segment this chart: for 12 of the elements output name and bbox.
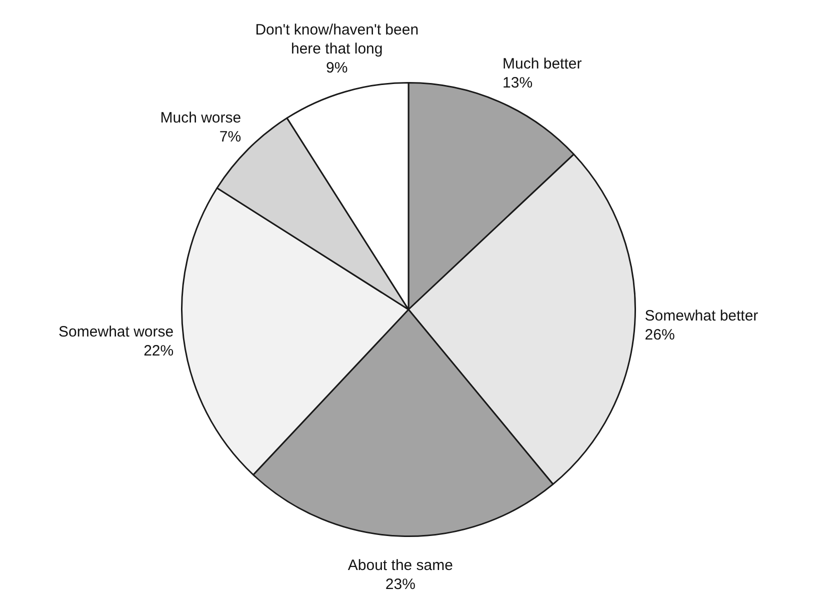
slice-label: About the same xyxy=(348,556,453,574)
slice-label: Somewhat worse xyxy=(58,323,174,340)
slice-label: Much worse xyxy=(160,110,242,127)
data-label: 7% xyxy=(219,128,242,146)
data-label: 22% xyxy=(144,342,174,360)
data-label: 26% xyxy=(644,326,675,344)
data-label: 23% xyxy=(385,576,416,593)
slice-label: Don't know/haven't been here that long xyxy=(255,22,419,58)
slice-label: Somewhat better xyxy=(644,307,758,324)
data-label: 13% xyxy=(502,74,533,92)
data-label: 9% xyxy=(326,60,348,77)
slice-label: Much better xyxy=(502,56,582,73)
